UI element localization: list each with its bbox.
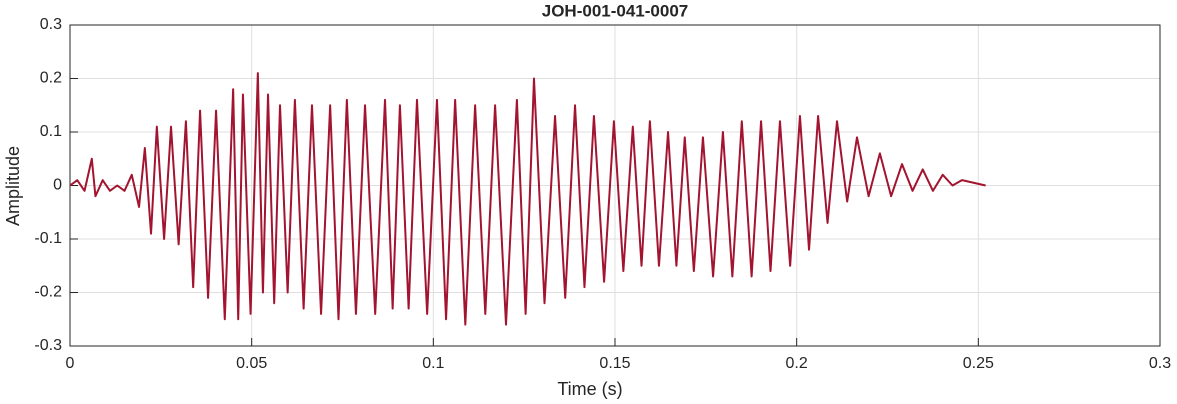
x-tick-label: 0.1 <box>422 355 444 372</box>
y-tick-label: 0.2 <box>40 70 62 87</box>
x-axis-label: Time (s) <box>557 379 622 399</box>
x-tick-label: 0 <box>66 355 75 372</box>
x-tick-label: 0.15 <box>599 355 630 372</box>
y-tick-label: -0.1 <box>34 230 62 247</box>
x-tick-label: 0.2 <box>786 355 808 372</box>
waveform-line <box>69 72 986 326</box>
y-axis-label: Amplitude <box>3 146 23 226</box>
x-tick-label: 0.3 <box>1149 355 1171 372</box>
y-tick-label: 0.1 <box>40 123 62 140</box>
y-tick-label: 0.3 <box>40 16 62 33</box>
y-tick-label: -0.3 <box>34 337 62 354</box>
y-tick-label: 0 <box>53 177 62 194</box>
y-tick-label: -0.2 <box>34 284 62 301</box>
x-tick-label: 0.05 <box>236 355 267 372</box>
chart-title: JOH-001-041-0007 <box>542 1 688 20</box>
x-tick-label: 0.25 <box>963 355 994 372</box>
